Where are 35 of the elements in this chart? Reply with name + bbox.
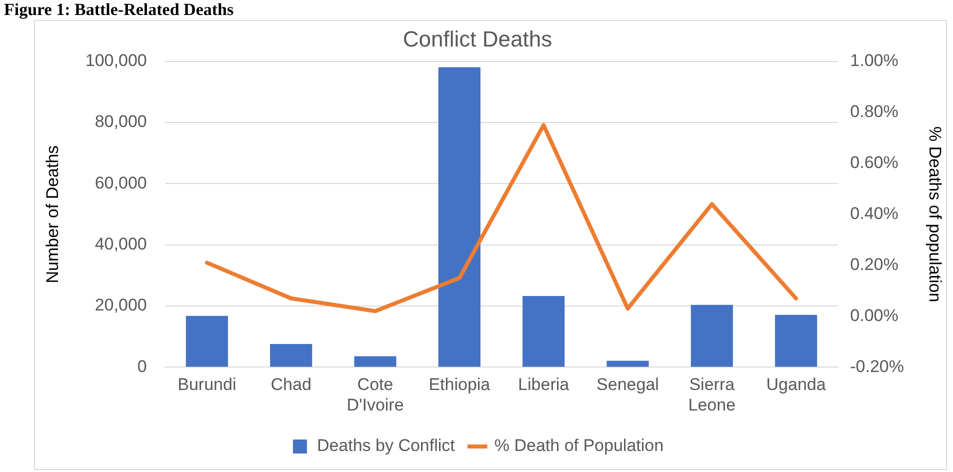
y-axis-title: Number of Deaths xyxy=(42,145,62,284)
y2-tick-label: -0.20% xyxy=(850,356,904,376)
chart-title: Conflict Deaths xyxy=(402,26,552,52)
x-tick-label: Liberia xyxy=(518,375,570,394)
x-tick-label: Chad xyxy=(270,375,312,394)
caption: Figure 1: Battle-Related Deaths xyxy=(3,0,235,20)
y-tick-label: 60,000 xyxy=(94,173,147,192)
legend-label: % Death of Population xyxy=(494,436,664,456)
x-tick-label: Senegal xyxy=(596,375,659,394)
y2-tick-label: 0.80% xyxy=(850,102,898,122)
bar xyxy=(522,296,565,367)
y2-tick-label: 0.60% xyxy=(850,153,898,172)
y-tick-label: 20,000 xyxy=(94,296,147,315)
x-tick-label: Ethiopia xyxy=(428,375,491,394)
y-tick-label: 100,000 xyxy=(85,51,147,70)
legend-label: Deaths by Conflict xyxy=(316,436,456,456)
bar xyxy=(606,360,649,367)
x-tick-label: Uganda xyxy=(766,375,826,394)
bar xyxy=(270,344,312,367)
bar xyxy=(775,314,818,367)
bar xyxy=(438,67,480,367)
y-tick-label: 0 xyxy=(137,356,147,376)
y2-tick-label: 1.00% xyxy=(850,51,898,70)
bar xyxy=(354,356,396,367)
bar xyxy=(186,316,228,367)
y2-tick-label: 0.00% xyxy=(850,306,898,325)
y-tick-label: 40,000 xyxy=(94,234,147,254)
bar xyxy=(690,304,733,367)
x-tick-label: Cote D'Ivoire xyxy=(346,375,404,414)
x-tick-label: Burundi xyxy=(178,375,236,394)
y2-axis-title: % Deaths of population xyxy=(925,126,944,302)
x-tick-label: Sierra Leone xyxy=(688,375,736,414)
y2-tick-label: 0.40% xyxy=(850,204,898,223)
y2-tick-label: 0.20% xyxy=(850,254,898,274)
y-tick-label: 80,000 xyxy=(94,112,147,132)
